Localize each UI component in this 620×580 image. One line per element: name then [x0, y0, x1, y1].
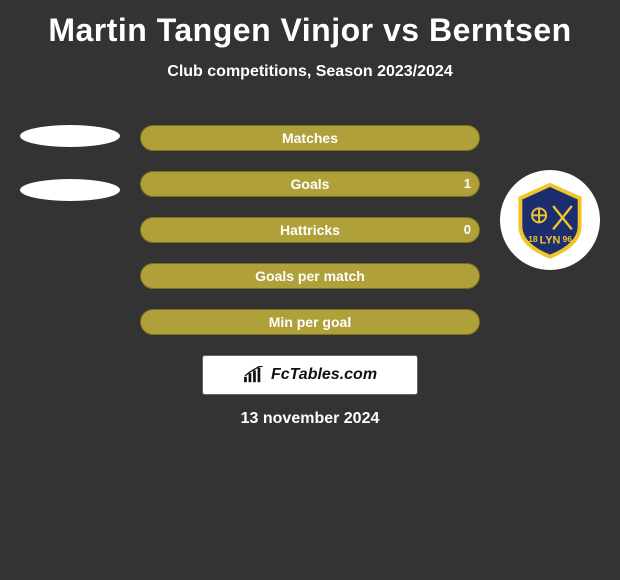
badge-year-right: 96 [562, 234, 572, 244]
stat-label: Goals per match [141, 264, 479, 288]
bars-icon [243, 366, 265, 384]
generated-date: 13 november 2024 [0, 410, 620, 428]
stat-label: Goals [141, 172, 479, 196]
stat-label: Hattricks [141, 218, 479, 242]
player-photo-placeholder [20, 179, 120, 201]
stat-label: Min per goal [141, 310, 479, 334]
badge-text: LYN [540, 234, 561, 246]
stat-bar-min-per-goal: Min per goal [140, 309, 480, 335]
branding-label: FcTables.com [271, 366, 377, 384]
page-title: Martin Tangen Vinjor vs Berntsen [0, 0, 620, 49]
player-photo-placeholder [20, 125, 120, 147]
page-subtitle: Club competitions, Season 2023/2024 [0, 63, 620, 81]
stat-right-value: 0 [464, 218, 471, 242]
stat-label: Matches [141, 126, 479, 150]
stat-bar-goals: Goals 1 [140, 171, 480, 197]
left-player-photo-area [10, 125, 130, 233]
stat-bar-hattricks: Hattricks 0 [140, 217, 480, 243]
stat-right-value: 1 [464, 172, 471, 196]
badge-year-left: 18 [528, 234, 538, 244]
stat-bar-matches: Matches [140, 125, 480, 151]
branding-box: FcTables.com [202, 355, 418, 395]
stat-bar-goals-per-match: Goals per match [140, 263, 480, 289]
club-badge-lyn: 18 LYN 96 [500, 170, 600, 270]
shield-icon: 18 LYN 96 [511, 181, 589, 259]
comparison-bars: Matches Goals 1 Hattricks 0 Goals per ma… [140, 125, 480, 355]
